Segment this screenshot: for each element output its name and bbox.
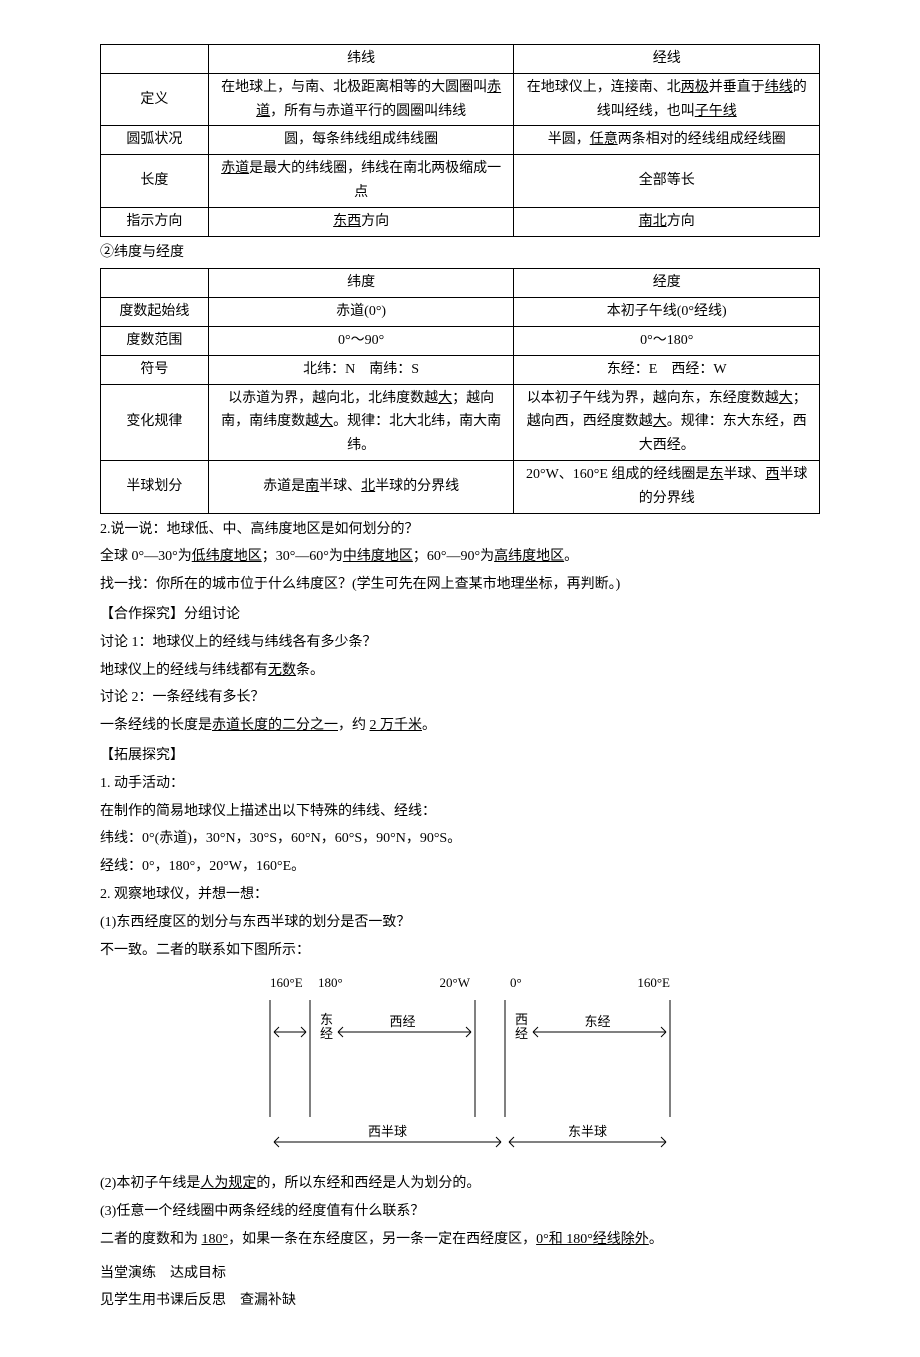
t1-h2: 纬线 [208,45,514,74]
footer-line2: 见学生用书课后反思 查漏补缺 [100,1289,820,1313]
t2-r3c2: 北纬：N 南纬：S [208,355,514,384]
svg-text:0°: 0° [510,975,522,990]
footer-line1: 当堂演练 达成目标 [100,1262,820,1286]
svg-text:160°E: 160°E [637,975,670,990]
svg-text:160°E: 160°E [270,975,303,990]
line-act1: 1. 动手活动： [100,772,820,796]
t2-r5c2: 赤道是南半球、北半球的分界线 [208,460,514,513]
t2-r4c3: 以本初子午线为界，越向东，东经度数越大；越向西，西经度数越大。规律：东大东经，西… [514,384,820,460]
line-weixian-list: 纬线：0°(赤道)，30°N，30°S，60°N，60°S，90°N，90°S。 [100,827,820,851]
line-act2: 2. 观察地球仪，并想一想： [100,883,820,907]
t2-h3: 经度 [514,269,820,298]
t2-r2c1: 度数范围 [101,326,209,355]
t1-r4c2: 东西方向 [208,207,514,236]
t2-h2: 纬度 [208,269,514,298]
t1-r2c2: 圆，每条纬线组成纬线圈 [208,126,514,155]
t2-r3c1: 符号 [101,355,209,384]
t2-h1 [101,269,209,298]
t1-r4c1: 指示方向 [101,207,209,236]
line-jingxian-list: 经线：0°，180°，20°W，160°E。 [100,855,820,879]
line-d2q: 讨论 2：一条经线有多长？ [100,686,820,710]
line-q-ew1: (1)东西经度区的划分与东西半球的划分是否一致？ [100,911,820,935]
t1-r3c1: 长度 [101,155,209,208]
table-weidu-jingdu: 纬度 经度 度数起始线 赤道(0°) 本初子午线(0°经线) 度数范围 0°～9… [100,268,820,513]
t1-h1 [101,45,209,74]
t2-r3c3: 东经：E 西经：W [514,355,820,384]
heading-hezuo: 【合作探究】分组讨论 [100,603,820,627]
t2-r1c1: 度数起始线 [101,298,209,327]
line-q2: 2.说一说：地球低、中、高纬度地区是如何划分的？ [100,518,820,542]
t1-r3c2: 赤道是最大的纬线圈，纬线在南北两极缩成一点 [208,155,514,208]
line-lat-zones: 全球 0°—30°为低纬度地区；30°—60°为中纬度地区；60°—90°为高纬… [100,545,820,569]
t2-r2c3: 0°～180° [514,326,820,355]
line-d2a: 一条经线的长度是赤道长度的二分之一，约 2 万千米。 [100,714,820,738]
svg-text:东半球: 东半球 [568,1124,607,1139]
subhead-weidu-jingdu: ②纬度与经度 [100,241,820,265]
svg-text:东经: 东经 [584,1014,610,1029]
t1-r1c3: 在地球仪上，连接南、北两极并垂直于纬线的线叫经线，也叫子午线 [514,73,820,126]
svg-text:东: 东 [320,1012,333,1027]
t2-r1c3: 本初子午线(0°经线) [514,298,820,327]
svg-text:西半球: 西半球 [368,1124,407,1139]
t1-r2c1: 圆弧状况 [101,126,209,155]
t2-r1c2: 赤道(0°) [208,298,514,327]
line-a-ew1: 不一致。二者的联系如下图所示： [100,939,820,963]
line-a-ew3: 二者的度数和为 180°，如果一条在东经度区，另一条一定在西经度区，0°和 18… [100,1228,820,1252]
line-d1a: 地球仪上的经线与纬线都有无数条。 [100,659,820,683]
svg-text:西经: 西经 [389,1014,415,1029]
t2-r2c2: 0°～90° [208,326,514,355]
line-q-ew3: (3)任意一个经线圈中两条经线的经度值有什么联系？ [100,1200,820,1224]
t1-r1c1: 定义 [101,73,209,126]
table-weixian-jingxian: 纬线 经线 定义 在地球上，与南、北极距离相等的大圆圈叫赤道，所有与赤道平行的圆… [100,44,820,237]
line-q-ew2: (2)本初子午线是人为规定的，所以东经和西经是人为划分的。 [100,1172,820,1196]
longitude-diagram: 160°E180°20°W0°160°E东经西经西经东经西半球东半球 [230,972,690,1162]
t2-r4c2: 以赤道为界，越向北，北纬度数越大；越向南，南纬度数越大。规律：北大北纬，南大南纬… [208,384,514,460]
t2-r5c1: 半球划分 [101,460,209,513]
svg-text:西: 西 [515,1012,528,1027]
svg-text:经: 经 [320,1026,333,1041]
heading-tuozhan: 【拓展探究】 [100,744,820,768]
t1-r1c2: 在地球上，与南、北极距离相等的大圆圈叫赤道，所有与赤道平行的圆圈叫纬线 [208,73,514,126]
line-act1-desc: 在制作的简易地球仪上描述出以下特殊的纬线、经线： [100,800,820,824]
line-d1q: 讨论 1：地球仪上的经线与纬线各有多少条？ [100,631,820,655]
svg-text:经: 经 [515,1026,528,1041]
t1-r2c3: 半圆，任意两条相对的经线组成经线圈 [514,126,820,155]
svg-text:180°: 180° [318,975,343,990]
t1-h3: 经线 [514,45,820,74]
t2-r4c1: 变化规律 [101,384,209,460]
t1-r3c3: 全部等长 [514,155,820,208]
line-find: 找一找：你所在的城市位于什么纬度区？(学生可先在网上查某市地理坐标，再判断。) [100,573,820,597]
svg-text:20°W: 20°W [440,975,471,990]
t2-r5c3: 20°W、160°E 组成的经线圈是东半球、西半球的分界线 [514,460,820,513]
t1-r4c3: 南北方向 [514,207,820,236]
